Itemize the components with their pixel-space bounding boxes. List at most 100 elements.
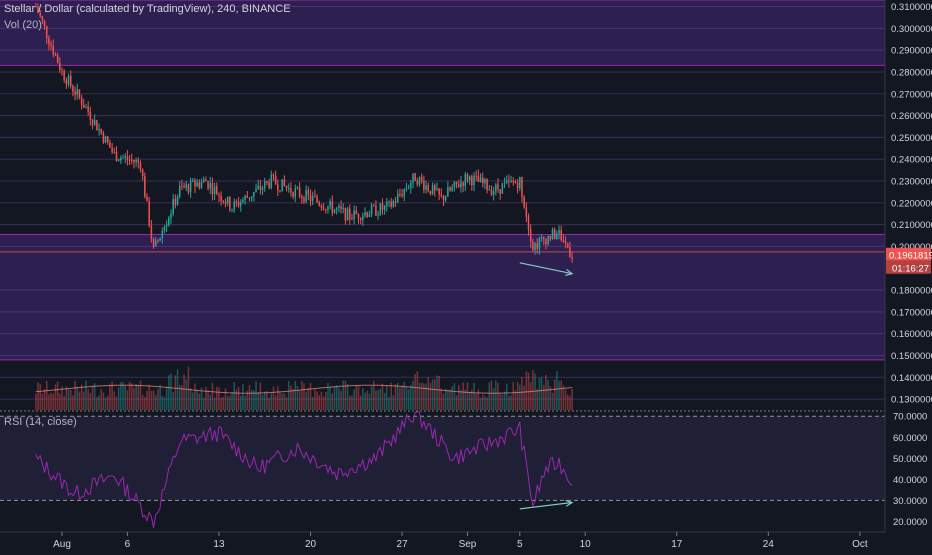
volume-bar bbox=[453, 383, 456, 410]
volume-bar bbox=[357, 386, 360, 410]
volume-bar bbox=[556, 371, 558, 410]
candle-body bbox=[76, 89, 79, 95]
volume-bar bbox=[111, 381, 113, 410]
volume-bar bbox=[292, 388, 294, 410]
candle-body bbox=[516, 182, 519, 189]
volume-bar bbox=[224, 388, 227, 410]
candle-body bbox=[148, 201, 150, 226]
price-tick-label: 0.2000000 bbox=[891, 242, 932, 253]
candle-body bbox=[202, 179, 205, 183]
candle-body bbox=[120, 157, 122, 161]
volume-bar bbox=[314, 389, 316, 410]
price-tick-label: 0.2500000 bbox=[891, 133, 932, 144]
price-tick-label: 0.3000000 bbox=[891, 24, 932, 35]
candle-body bbox=[196, 182, 198, 187]
rsi-tick-label: 40.0000 bbox=[893, 475, 927, 486]
volume-bar bbox=[547, 379, 549, 410]
time-tick-label: 13 bbox=[213, 539, 225, 550]
volume-bar bbox=[427, 376, 430, 410]
candle-body bbox=[115, 152, 118, 162]
volume-bar bbox=[534, 373, 536, 410]
time-tick-label: 6 bbox=[125, 539, 131, 550]
candle-body bbox=[348, 208, 351, 219]
volume-bar bbox=[457, 384, 460, 410]
price-tick-label: 0.2600000 bbox=[891, 111, 932, 122]
candle-body bbox=[325, 209, 327, 211]
volume-bar bbox=[549, 386, 552, 410]
candle-body bbox=[405, 188, 408, 190]
candle-body bbox=[303, 197, 305, 203]
candle-body bbox=[301, 196, 303, 198]
candle-body bbox=[67, 75, 70, 85]
volume-bar bbox=[423, 383, 425, 410]
volume-bar bbox=[202, 397, 205, 410]
volume-bar bbox=[39, 384, 41, 410]
volume-bar bbox=[287, 381, 290, 410]
candle-body bbox=[170, 213, 172, 219]
volume-bar bbox=[72, 395, 74, 410]
candle-body bbox=[427, 185, 430, 191]
candle-body bbox=[538, 238, 541, 249]
candle-body bbox=[98, 128, 100, 131]
candle-body bbox=[222, 200, 225, 202]
candle-body bbox=[224, 201, 227, 204]
candle-body bbox=[152, 238, 155, 247]
volume-bar bbox=[268, 397, 270, 410]
candle-body bbox=[235, 201, 238, 203]
volume-bar bbox=[65, 386, 68, 410]
candle-body bbox=[63, 70, 65, 81]
volume-bar bbox=[390, 382, 392, 410]
candle-body bbox=[274, 176, 277, 185]
volume-bar bbox=[503, 391, 506, 410]
volume-bar bbox=[78, 391, 81, 410]
candle-body bbox=[270, 174, 273, 188]
volume-bar bbox=[59, 393, 61, 410]
candle-body bbox=[353, 210, 355, 220]
candle-body bbox=[35, 6, 37, 8]
candle-body bbox=[165, 225, 168, 227]
candle-body bbox=[499, 189, 501, 194]
rsi-tick-label: 60.0000 bbox=[893, 433, 927, 444]
volume-bar bbox=[259, 382, 262, 410]
volume-bar bbox=[98, 395, 100, 410]
candle-body bbox=[560, 229, 562, 241]
volume-bar bbox=[80, 384, 83, 410]
volume-bar bbox=[434, 379, 436, 410]
price-tick-label: 0.1500000 bbox=[891, 351, 932, 362]
candle-body bbox=[425, 185, 427, 190]
volume-bar bbox=[54, 384, 57, 410]
candle-body bbox=[377, 214, 379, 216]
candle-body bbox=[392, 201, 395, 207]
candle-body bbox=[257, 185, 259, 189]
volume-bar bbox=[348, 395, 351, 410]
candle-body bbox=[272, 174, 275, 177]
volume-bar bbox=[505, 383, 508, 410]
candle-body bbox=[505, 180, 508, 183]
candle-body bbox=[52, 45, 55, 55]
candle-body bbox=[346, 208, 349, 221]
candle-body bbox=[93, 120, 96, 125]
candle-body bbox=[416, 180, 419, 185]
volume-bar bbox=[386, 385, 388, 410]
candle-body bbox=[440, 194, 443, 196]
candle-body bbox=[386, 202, 388, 206]
candle-body bbox=[207, 181, 209, 189]
volume-bar bbox=[246, 390, 249, 410]
volume-bar bbox=[126, 390, 129, 410]
volume-bar bbox=[168, 375, 170, 410]
candle-body bbox=[551, 229, 554, 240]
candle-body bbox=[438, 188, 440, 195]
candle-body bbox=[231, 209, 233, 211]
candle-body bbox=[488, 189, 491, 191]
volume-bar bbox=[146, 390, 148, 410]
volume-bar bbox=[209, 394, 212, 410]
volume-bar bbox=[174, 375, 177, 410]
volume-bar bbox=[540, 376, 543, 410]
candle-body bbox=[50, 44, 52, 46]
candle-body bbox=[457, 184, 460, 188]
volume-bar bbox=[41, 393, 44, 410]
volume-bar bbox=[327, 383, 329, 410]
candle-body bbox=[216, 186, 218, 195]
